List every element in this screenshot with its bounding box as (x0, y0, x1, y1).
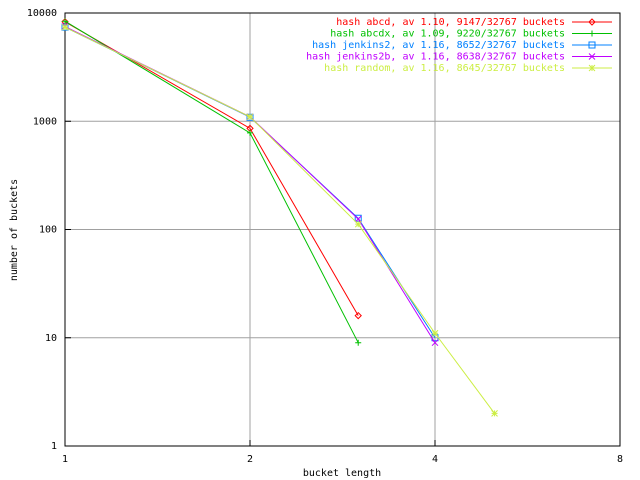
y-tick-label: 10 (45, 333, 57, 344)
legend-marker (588, 41, 596, 49)
legend-marker (588, 53, 596, 60)
plot-frame (64, 12, 621, 447)
legend-marker (589, 30, 595, 37)
data-point (354, 220, 362, 228)
legend-label: hash jenkins2, av 1.16, 8652/32767 bucke… (312, 40, 565, 51)
x-tick-label: 1 (62, 454, 68, 465)
data-point (431, 339, 439, 347)
legend-label: hash abcd, av 1.10, 9147/32767 buckets (336, 17, 565, 28)
data-point (354, 215, 362, 223)
legend-label: hash random, av 1.16, 8645/32767 buckets (324, 63, 565, 74)
x-tick-label: 4 (432, 454, 438, 465)
legend-label: hash jenkins2b, av 1.16, 8638/32767 buck… (306, 52, 565, 63)
data-point (61, 23, 69, 31)
data-point (431, 329, 439, 337)
data-point (354, 311, 362, 320)
y-axis-label: number of buckets (9, 179, 20, 281)
y-tick-label: 1 (51, 441, 57, 452)
y-tick-label: 10000 (27, 8, 57, 19)
x-axis-label: bucket length (303, 468, 381, 479)
legend-label: hash abcdx, av 1.09, 9220/32767 buckets (330, 29, 565, 40)
legend-marker (588, 18, 596, 26)
legend-marker (588, 64, 596, 72)
x-tick-label: 8 (617, 454, 623, 465)
data-point (355, 339, 362, 346)
data-point (62, 18, 68, 25)
y-tick-label: 1000 (33, 116, 57, 127)
data-point (61, 23, 69, 31)
data-point (491, 410, 498, 417)
data-point (247, 129, 253, 136)
x-tick-label: 2 (247, 454, 253, 465)
y-tick-label: 100 (39, 225, 57, 236)
data-point (246, 113, 254, 121)
